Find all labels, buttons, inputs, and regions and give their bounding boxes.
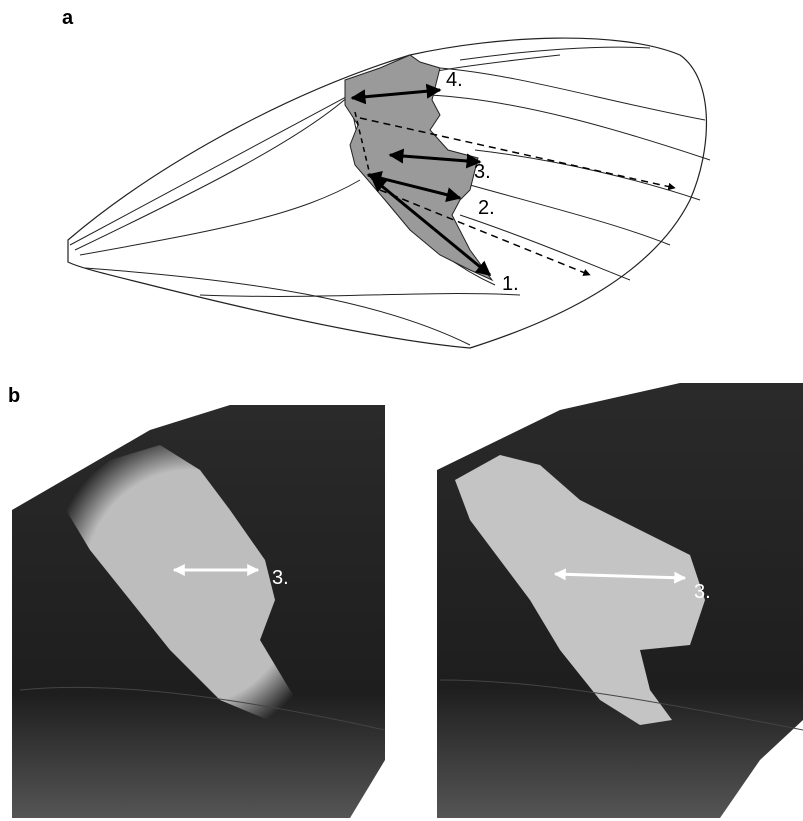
photo xyxy=(437,383,803,818)
photo xyxy=(12,405,385,818)
wing-diagram xyxy=(68,38,710,348)
panel-label: b xyxy=(8,385,20,407)
figure: a 1. 2. 3. 4. b 3. xyxy=(0,0,803,821)
measure-label: 3. xyxy=(272,567,289,589)
measure-label: 3. xyxy=(474,161,491,183)
panel-label: a xyxy=(62,7,74,29)
measure-label: 1. xyxy=(502,273,519,295)
measure-label: 2. xyxy=(478,197,495,219)
measure-label: 3. xyxy=(694,581,711,603)
measure-label: 4. xyxy=(446,69,463,91)
